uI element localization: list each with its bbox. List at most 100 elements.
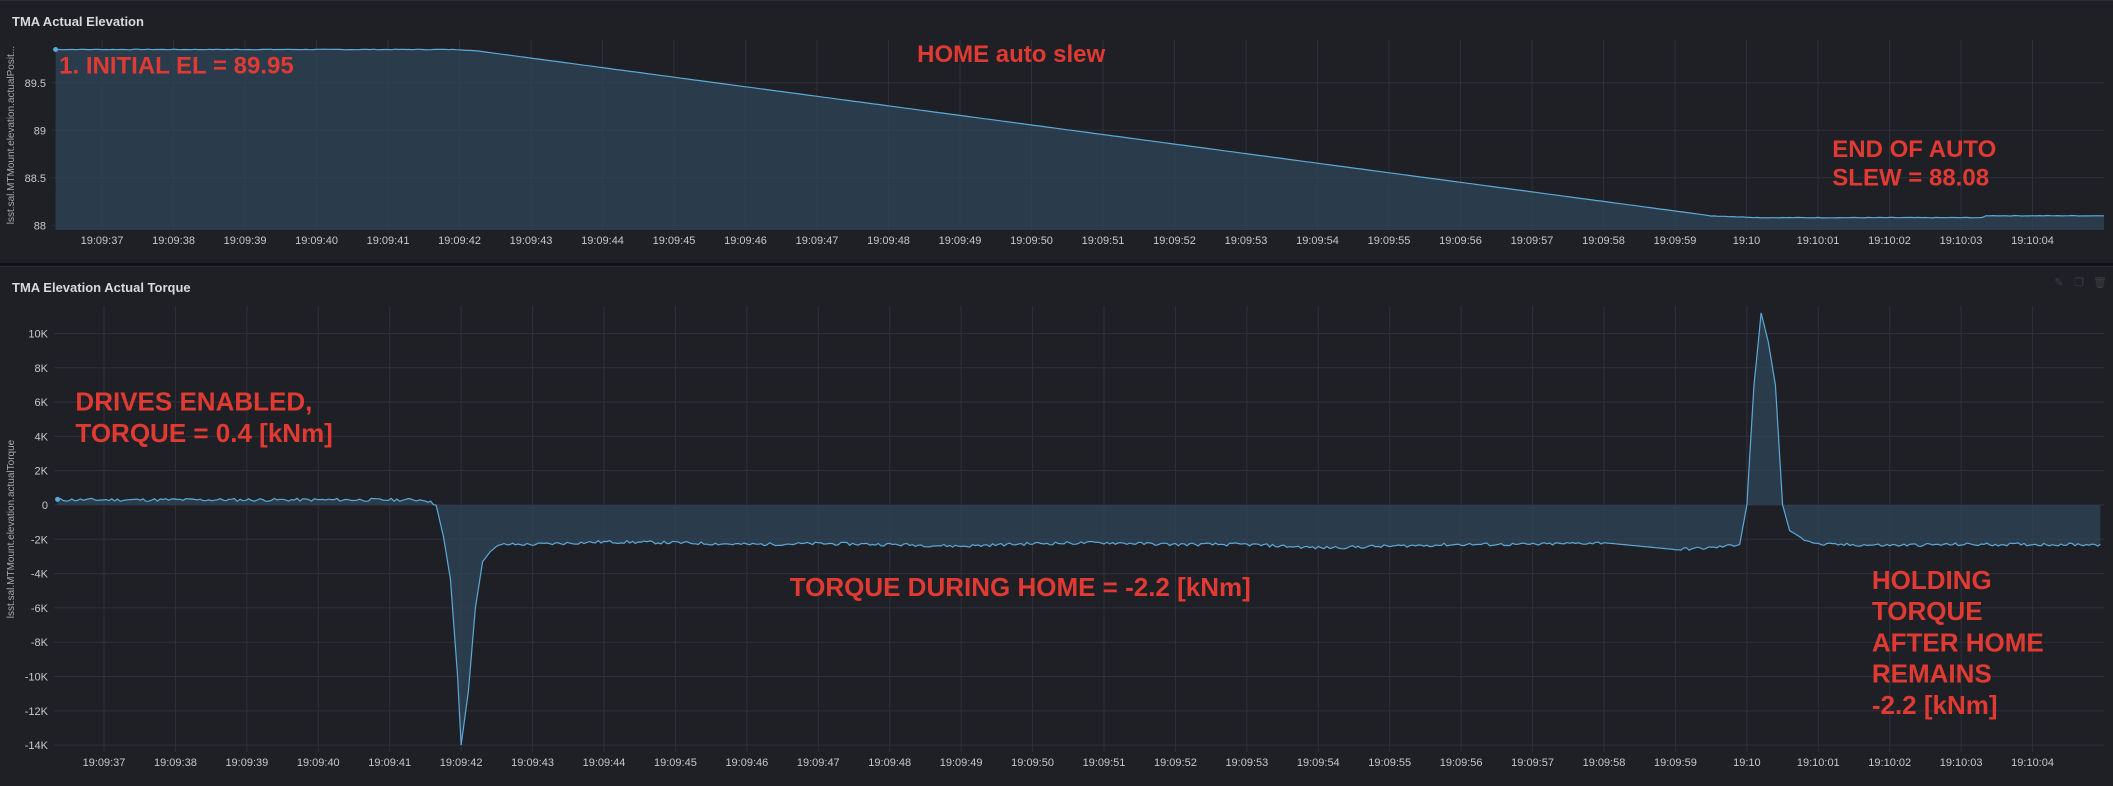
x-tick-label: 19:09:37 bbox=[81, 235, 124, 247]
x-tick-label: 19:09:58 bbox=[1583, 757, 1626, 769]
x-tick-label: 19:09:52 bbox=[1153, 235, 1196, 247]
y-tick-label: 2K bbox=[35, 466, 49, 478]
y-tick-label: 0 bbox=[42, 500, 48, 512]
annotation-label: HOLDING TORQUE AFTER HOME REMAINS -2.2 [kNm] bbox=[1872, 565, 2044, 720]
x-tick-label: 19:09:46 bbox=[724, 235, 767, 247]
y-axis-label: lsst.sal.MTMount.elevation.actualPosit..… bbox=[6, 46, 17, 224]
x-tick-label: 19:09:56 bbox=[1440, 757, 1483, 769]
x-tick-label: 19:09:38 bbox=[152, 235, 195, 247]
annotation-line: HOLDING bbox=[1872, 565, 1992, 595]
annotation-line: TORQUE = 0.4 [kNm] bbox=[75, 418, 332, 448]
annotation-line: TORQUE DURING HOME = -2.2 [kNm] bbox=[790, 572, 1251, 602]
x-tick-label: 19:09:53 bbox=[1225, 235, 1268, 247]
x-tick-label: 19:09:41 bbox=[367, 235, 410, 247]
x-tick-label: 19:09:57 bbox=[1511, 235, 1554, 247]
x-tick-label: 19:10:01 bbox=[1797, 757, 1840, 769]
series-area bbox=[57, 312, 2101, 746]
y-tick-label: 88.5 bbox=[25, 173, 46, 185]
x-tick-label: 19:09:49 bbox=[940, 757, 983, 769]
series-line bbox=[57, 312, 2101, 746]
x-tick-label: 19:09:50 bbox=[1011, 757, 1054, 769]
annotation-label: 1. INITIAL EL = 89.95 bbox=[59, 52, 294, 79]
y-tick-label: -4K bbox=[31, 569, 49, 581]
x-tick-label: 19:09:57 bbox=[1511, 757, 1554, 769]
x-tick-label: 19:10 bbox=[1733, 235, 1761, 247]
torque-chart[interactable]: 19:09:37 19:09:38 19:09:39 19:09:40 19:09:41… bbox=[0, 266, 2113, 785]
annotation-line: TORQUE bbox=[1872, 596, 1983, 626]
x-tick-label: 19:10:03 bbox=[1940, 757, 1983, 769]
x-tick-label: 19:09:37 bbox=[83, 757, 126, 769]
x-tick-label: 19:09:50 bbox=[1010, 235, 1053, 247]
y-tick-label: -6K bbox=[31, 603, 49, 615]
x-tick-label: 19:09:48 bbox=[868, 757, 911, 769]
x-tick-label: 19:09:56 bbox=[1439, 235, 1482, 247]
x-tick-label: 19:09:45 bbox=[653, 235, 696, 247]
y-tick-label: 10K bbox=[28, 328, 48, 340]
x-tick-label: 19:09:44 bbox=[583, 757, 626, 769]
trash-icon[interactable]: 🗑 bbox=[2093, 277, 2107, 289]
y-tick-label: 89 bbox=[34, 125, 46, 137]
y-tick-label: -8K bbox=[31, 637, 49, 649]
series-line bbox=[55, 48, 2104, 219]
x-tick-label: 19:09:53 bbox=[1225, 757, 1268, 769]
y-tick-label: -12K bbox=[25, 706, 49, 718]
annotation-label: DRIVES ENABLED, TORQUE = 0.4 [kNm] bbox=[75, 387, 332, 448]
x-tick-label: 19:09:54 bbox=[1297, 757, 1340, 769]
y-tick-label: 89.5 bbox=[25, 78, 46, 90]
x-tick-label: 19:09:47 bbox=[797, 757, 840, 769]
x-tick-label: 19:09:51 bbox=[1083, 757, 1126, 769]
x-tick-label: 19:09:39 bbox=[224, 235, 267, 247]
x-tick-label: 19:10:02 bbox=[1868, 235, 1911, 247]
x-tick-label: 19:09:59 bbox=[1654, 757, 1697, 769]
x-tick-label: 19:10:04 bbox=[2011, 757, 2054, 769]
series-start-point bbox=[53, 47, 59, 53]
x-tick-label: 19:09:52 bbox=[1154, 757, 1197, 769]
series-start-point bbox=[55, 496, 61, 502]
x-tick-label: 19:09:44 bbox=[581, 235, 624, 247]
x-tick-label: 19:09:47 bbox=[796, 235, 839, 247]
annotation-line: DRIVES ENABLED, bbox=[75, 387, 312, 417]
x-tick-label: 19:09:39 bbox=[225, 757, 268, 769]
x-tick-label: 19:10:03 bbox=[1940, 235, 1983, 247]
y-tick-label: 88 bbox=[34, 220, 46, 232]
x-tick-label: 19:09:41 bbox=[368, 757, 411, 769]
annotation-label: HOME auto slew bbox=[917, 41, 1105, 68]
annotation-line: END OF AUTO bbox=[1832, 136, 1996, 163]
y-tick-label: 6K bbox=[35, 397, 49, 409]
pencil-icon[interactable]: ✎ bbox=[2054, 277, 2064, 289]
panel-actions: ✎ ❐ 🗑 bbox=[2053, 277, 2107, 289]
x-tick-label: 19:09:55 bbox=[1368, 757, 1411, 769]
x-tick-label: 19:09:40 bbox=[297, 757, 340, 769]
x-tick-label: 19:09:49 bbox=[939, 235, 982, 247]
elevation-chart[interactable]: 19:09:37 19:09:38 19:09:39 19:09:40 19:09:41… bbox=[0, 0, 2113, 262]
x-tick-label: 19:09:51 bbox=[1082, 235, 1125, 247]
x-tick-label: 19:09:48 bbox=[867, 235, 910, 247]
annotation-line: AFTER HOME bbox=[1872, 627, 2044, 657]
annotation-label: END OF AUTO SLEW = 88.08 bbox=[1832, 136, 1996, 192]
copy-icon[interactable]: ❐ bbox=[2074, 277, 2084, 289]
x-tick-label: 19:09:40 bbox=[295, 235, 338, 247]
x-tick-label: 19:09:45 bbox=[654, 757, 697, 769]
y-axis-label: lsst.sal.MTMount.elevation.actualTorque bbox=[6, 439, 17, 618]
annotation-line: HOME auto slew bbox=[917, 41, 1105, 68]
x-tick-label: 19:09:46 bbox=[725, 757, 768, 769]
panel-title: TMA Elevation Actual Torque bbox=[12, 280, 191, 295]
series-area bbox=[55, 49, 2104, 231]
y-tick-label: 8K bbox=[35, 363, 49, 375]
x-tick-label: 19:09:38 bbox=[154, 757, 197, 769]
panel-title: TMA Actual Elevation bbox=[12, 14, 144, 29]
x-tick-label: 19:09:59 bbox=[1654, 235, 1697, 247]
y-tick-label: -10K bbox=[25, 672, 49, 684]
x-tick-label: 19:10:04 bbox=[2011, 235, 2054, 247]
annotation-line: SLEW = 88.08 bbox=[1832, 165, 1989, 192]
y-tick-label: -2K bbox=[31, 534, 49, 546]
annotation-line: -2.2 [kNm] bbox=[1872, 690, 1998, 720]
x-tick-label: 19:09:42 bbox=[438, 235, 481, 247]
x-tick-label: 19:09:42 bbox=[440, 757, 483, 769]
x-tick-label: 19:10 bbox=[1733, 757, 1761, 769]
x-tick-label: 19:09:58 bbox=[1582, 235, 1625, 247]
x-tick-label: 19:09:43 bbox=[511, 757, 554, 769]
x-tick-label: 19:10:02 bbox=[1868, 757, 1911, 769]
y-tick-label: 4K bbox=[35, 431, 49, 443]
x-tick-label: 19:09:55 bbox=[1368, 235, 1411, 247]
